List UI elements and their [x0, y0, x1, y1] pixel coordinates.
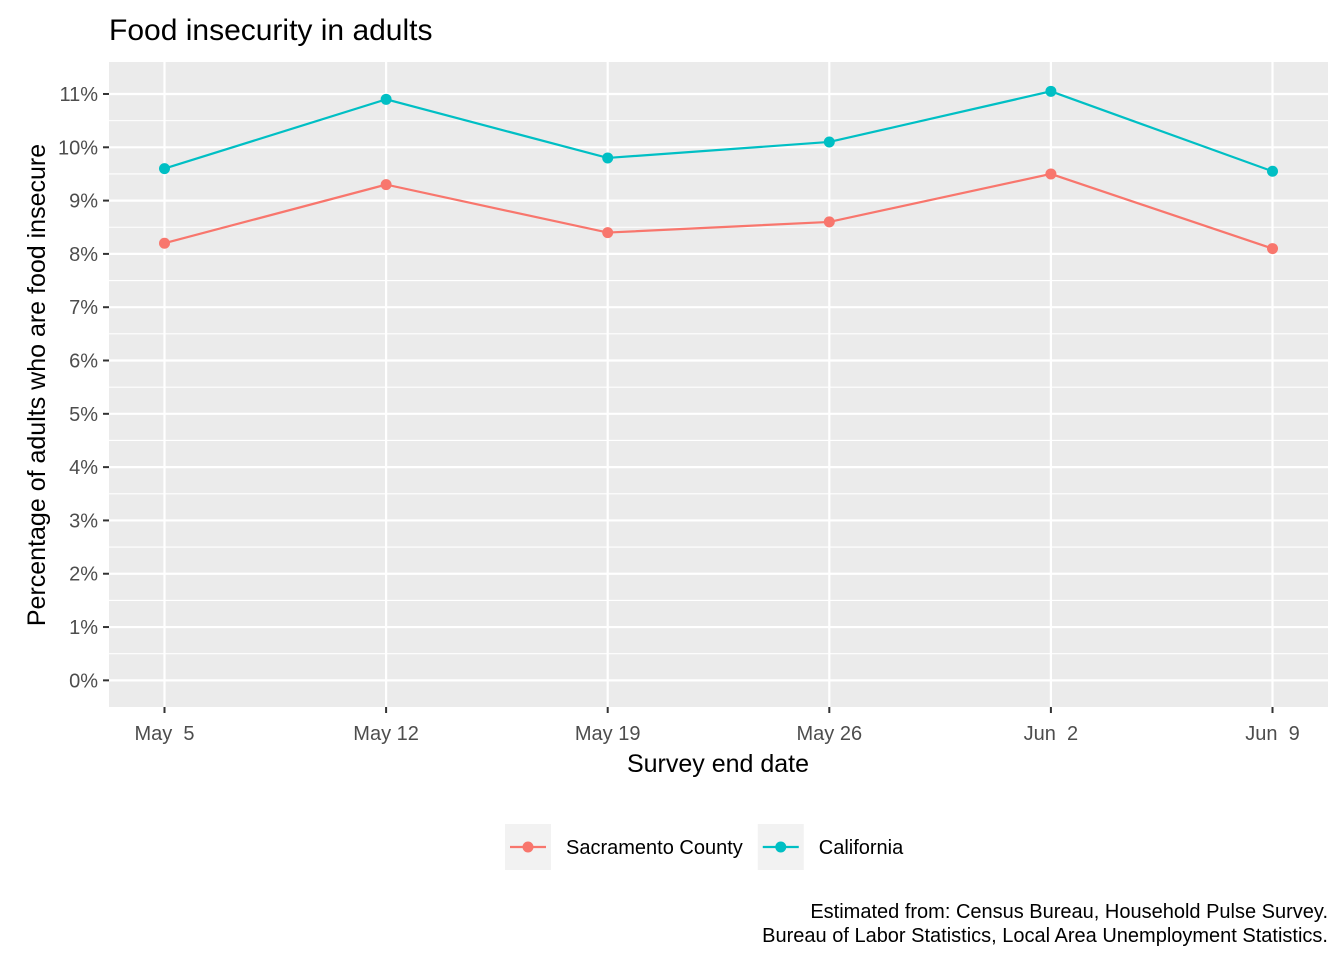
data-point	[602, 152, 614, 164]
data-point	[823, 216, 835, 228]
data-point	[823, 136, 835, 148]
x-tick-label: May 26	[797, 723, 863, 745]
x-axis-label: Survey end date	[627, 750, 809, 778]
y-tick-label: 10%	[58, 137, 98, 159]
y-tick-label: 3%	[69, 510, 98, 532]
data-point	[1267, 243, 1278, 255]
x-tick-label: May 12	[353, 723, 419, 745]
y-tick-label: 6%	[69, 351, 98, 373]
x-axis: May 5 May 12 May 19 May 26 Jun 2 Jun 9	[134, 707, 1300, 745]
legend-key-point	[775, 841, 787, 853]
caption-line-1: Estimated from: Census Bureau, Household…	[810, 901, 1328, 923]
data-point	[380, 93, 392, 105]
legend-label: Sacramento County	[566, 837, 743, 859]
y-tick-label: 11%	[59, 84, 98, 106]
y-tick-label: 8%	[69, 244, 98, 266]
y-tick-label: 1%	[69, 617, 98, 639]
data-point	[1267, 165, 1278, 177]
data-point	[602, 227, 614, 239]
series-layer	[159, 85, 1278, 255]
y-axis: 0% 1% 2% 3% 4% 5% 6% 7% 8% 9% 10% 11%	[58, 84, 109, 692]
series-line	[164, 172, 1273, 250]
legend-label: California	[819, 837, 904, 859]
y-tick-label: 2%	[69, 564, 98, 586]
x-tick-label: May 5	[134, 723, 194, 745]
y-tick-label: 5%	[69, 404, 98, 426]
series-line	[164, 90, 1273, 173]
caption-line-2: Bureau of Labor Statistics, Local Area U…	[762, 925, 1328, 947]
y-tick-label: 9%	[69, 191, 98, 213]
x-tick-label: Jun 2	[1024, 723, 1078, 745]
y-tick-label: 4%	[69, 457, 98, 479]
data-point	[159, 163, 170, 175]
x-tick-label: Jun 9	[1245, 723, 1299, 745]
y-tick-label: 0%	[69, 670, 98, 692]
plot-panel	[109, 62, 1328, 707]
data-point	[1045, 85, 1057, 97]
data-point	[1045, 168, 1057, 180]
legend: Sacramento County California	[505, 824, 904, 870]
x-tick-label: May 19	[575, 723, 641, 745]
grid-lines	[109, 62, 1328, 707]
legend-key-point	[522, 841, 534, 853]
data-point	[380, 179, 392, 191]
data-point	[159, 237, 170, 249]
y-tick-label: 7%	[69, 297, 98, 319]
y-axis-label: Percentage of adults who are food insecu…	[23, 144, 51, 626]
chart-title: Food insecurity in adults	[109, 14, 433, 47]
